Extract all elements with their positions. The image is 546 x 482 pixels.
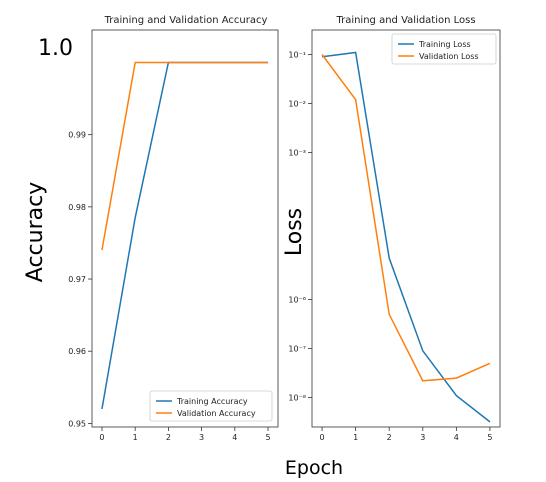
y-tick-label: 0.95 xyxy=(68,419,86,428)
legend-label: Training Accuracy xyxy=(176,397,248,406)
y-tick-label: 10⁻⁸ xyxy=(288,394,306,403)
x-tick-label: 0 xyxy=(99,433,104,442)
y-tick-label: 0.99 xyxy=(68,131,86,140)
x-tick-label: 1 xyxy=(353,433,358,442)
y-tick-label: 0.98 xyxy=(68,203,86,212)
accuracy-chart-title: Training and Validation Accuracy xyxy=(104,15,268,26)
series-line xyxy=(321,51,491,423)
loss-plot-area xyxy=(311,29,501,428)
big-top-tick: 1.0 xyxy=(38,36,73,61)
y-tick-label: 10⁻⁷ xyxy=(288,345,306,354)
y-tick-label: 0.97 xyxy=(68,275,86,284)
epoch-axis-label: Epoch xyxy=(285,457,343,479)
x-tick-label: 3 xyxy=(420,433,425,442)
y-tick-label: 10⁻¹ xyxy=(288,51,306,60)
series-line xyxy=(321,54,491,382)
x-tick-label: 3 xyxy=(199,433,204,442)
y-tick-label: 10⁻⁶ xyxy=(288,296,306,305)
accuracy-axis-label: Accuracy xyxy=(23,182,48,282)
y-tick-label: 10⁻² xyxy=(288,100,306,109)
legend-label: Validation Accuracy xyxy=(177,409,256,418)
legend-label: Validation Loss xyxy=(419,52,479,61)
x-tick-label: 2 xyxy=(166,433,171,442)
loss-chart-title: Training and Validation Loss xyxy=(335,15,475,26)
y-tick-label: 10⁻³ xyxy=(288,149,306,158)
loss-chart: Training and Validation Loss 0 1 2 3 4 5 10⁻¹ 1… xyxy=(288,15,501,442)
x-tick-label: 5 xyxy=(487,433,492,442)
x-tick-label: 2 xyxy=(387,433,392,442)
accuracy-plot-area xyxy=(91,29,279,428)
series-line xyxy=(101,61,269,410)
x-tick-label: 4 xyxy=(454,433,459,442)
x-tick-label: 1 xyxy=(133,433,138,442)
x-tick-label: 4 xyxy=(232,433,237,442)
accuracy-chart: Training and Validation Accuracy 0 1 2 3 4 5 0… xyxy=(68,15,279,442)
series-line xyxy=(101,61,269,251)
loss-axis-label: Loss xyxy=(282,208,307,256)
x-tick-label: 5 xyxy=(265,433,270,442)
y-tick-label: 0.96 xyxy=(68,347,86,356)
legend-label: Training Loss xyxy=(418,40,471,49)
legend-box xyxy=(149,390,273,422)
x-tick-label: 0 xyxy=(320,433,325,442)
legend-box xyxy=(391,33,497,65)
